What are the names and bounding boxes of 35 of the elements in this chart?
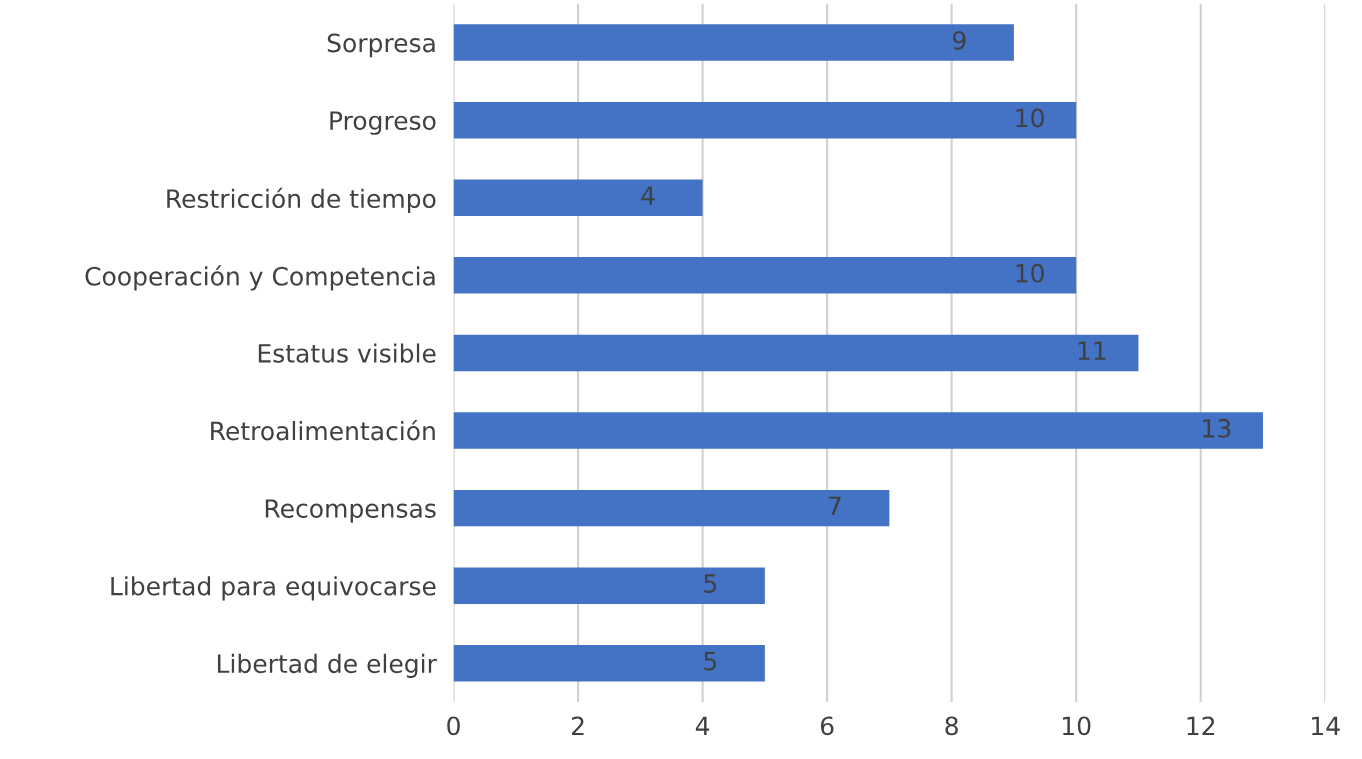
y-tick-label: Retroalimentación (211, 420, 435, 441)
bar (453, 334, 1139, 372)
x-tick-label: 4 (695, 716, 710, 735)
bar (453, 24, 1014, 61)
x-tick-label: 6 (820, 716, 834, 736)
x-tick-label: 2 (571, 716, 584, 735)
data-label: 5 (704, 574, 717, 593)
data-label: 10 (1016, 263, 1044, 283)
bar (453, 567, 765, 604)
data-label: 5 (704, 651, 717, 671)
bar (453, 101, 1077, 139)
data-label: 7 (828, 496, 841, 516)
bar (453, 257, 1077, 294)
y-tick-label: Libertad para equivocarse (111, 576, 436, 601)
data-label: 11 (1078, 341, 1106, 360)
bar (453, 179, 703, 216)
y-tick-label: Recompensas (265, 499, 436, 523)
y-tick-label: Progreso (330, 111, 436, 135)
bar (453, 489, 890, 527)
y-tick-label: Sorpresa (327, 33, 435, 58)
bar (453, 645, 765, 682)
x-tick-label: 14 (1312, 716, 1340, 735)
data-label: 13 (1203, 418, 1231, 438)
bar (453, 412, 1263, 449)
x-tick-label: 0 (447, 716, 460, 736)
y-tick-label: Cooperación y Competencia (85, 265, 435, 291)
y-tick-label: Estatus visible (258, 343, 436, 363)
x-tick-label: 12 (1187, 716, 1215, 735)
data-label: 9 (952, 30, 966, 50)
y-tick-label: Restricción de tiempo (167, 187, 436, 213)
data-label: 4 (641, 186, 655, 205)
x-tick-label: 10 (1063, 716, 1091, 736)
data-label: 10 (1016, 108, 1044, 128)
y-tick-label: Libertad de elegir (217, 653, 437, 678)
x-tick-label: 8 (945, 716, 958, 736)
